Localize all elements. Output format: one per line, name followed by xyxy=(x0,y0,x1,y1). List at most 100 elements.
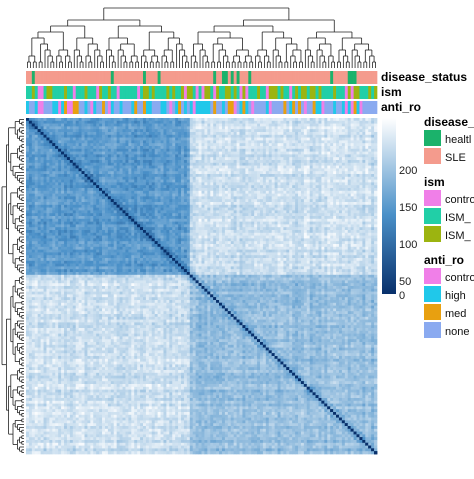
annotation-cell-disease-status xyxy=(319,71,322,84)
heatmap-cell xyxy=(123,146,126,149)
heatmap-cell xyxy=(44,247,47,250)
heatmap-cell xyxy=(26,252,29,255)
heatmap-cell xyxy=(73,303,76,306)
heatmap-cell xyxy=(292,163,295,166)
heatmap-cell xyxy=(204,135,207,138)
heatmap-cell xyxy=(46,146,49,149)
heatmap-cell xyxy=(207,118,210,121)
heatmap-cell xyxy=(32,429,35,432)
heatmap-cell xyxy=(316,160,319,163)
heatmap-cell xyxy=(339,126,342,129)
heatmap-cell xyxy=(38,278,41,281)
heatmap-cell xyxy=(26,168,29,171)
heatmap-cell xyxy=(46,149,49,152)
heatmap-cell xyxy=(222,143,225,146)
heatmap-cell xyxy=(55,339,58,342)
heatmap-cell xyxy=(82,132,85,135)
annotation-cell-disease-status xyxy=(242,71,245,84)
heatmap-cell xyxy=(260,135,263,138)
annotation-cell-anti-ro xyxy=(120,101,123,114)
annotation-cell-ism xyxy=(55,86,58,99)
heatmap-cell xyxy=(67,205,70,208)
heatmap-cell xyxy=(67,317,70,320)
annotation-cell-disease-status xyxy=(351,71,354,84)
heatmap-cell xyxy=(85,160,88,163)
heatmap-cell xyxy=(46,348,49,351)
heatmap-cell xyxy=(73,314,76,317)
heatmap-cell xyxy=(166,121,169,124)
heatmap-cell xyxy=(242,152,245,155)
heatmap-cell xyxy=(52,163,55,166)
heatmap-cell xyxy=(178,163,181,166)
heatmap-cell xyxy=(301,124,304,127)
heatmap-cell xyxy=(49,432,52,435)
heatmap-cell xyxy=(55,146,58,149)
heatmap-cell xyxy=(58,196,61,199)
heatmap-cell xyxy=(61,384,64,387)
heatmap-cell xyxy=(76,306,79,309)
annotation-cell-ism xyxy=(316,86,319,99)
heatmap-cell xyxy=(26,244,29,247)
heatmap-cell xyxy=(67,188,70,191)
heatmap-cell xyxy=(99,132,102,135)
heatmap-cell xyxy=(210,124,213,127)
heatmap-cell xyxy=(149,160,152,163)
heatmap-cell xyxy=(29,163,32,166)
heatmap-cell xyxy=(143,124,146,127)
heatmap-cell xyxy=(46,280,49,283)
heatmap-cell xyxy=(222,152,225,155)
heatmap-cell xyxy=(321,149,324,152)
heatmap-cell xyxy=(196,138,199,141)
heatmap-cell xyxy=(254,160,257,163)
heatmap-cell xyxy=(213,129,216,132)
heatmap-cell xyxy=(216,149,219,152)
heatmap-cell xyxy=(263,126,266,129)
heatmap-cell xyxy=(41,255,44,258)
heatmap-cell xyxy=(272,126,275,129)
annotation-cell-ism xyxy=(234,86,237,99)
heatmap-cell xyxy=(52,182,55,185)
heatmap-cell xyxy=(70,135,73,138)
heatmap-cell xyxy=(289,118,292,121)
annotation-cell-anti-ro xyxy=(310,101,313,114)
heatmap-cell xyxy=(44,177,47,180)
heatmap-cell xyxy=(234,157,237,160)
annotation-cell-anti-ro xyxy=(175,101,178,114)
heatmap-cell xyxy=(354,124,357,127)
annotation-cell-disease-status xyxy=(178,71,181,84)
heatmap-cell xyxy=(44,138,47,141)
heatmap-cell xyxy=(26,255,29,258)
heatmap-cell xyxy=(73,325,76,328)
heatmap-cell xyxy=(204,140,207,143)
annotation-cell-ism xyxy=(193,86,196,99)
heatmap-cell xyxy=(134,126,137,129)
heatmap-cell xyxy=(202,143,205,146)
heatmap-cell xyxy=(327,138,330,141)
heatmap-cell xyxy=(35,381,38,384)
heatmap-cell xyxy=(178,129,181,132)
heatmap-cell xyxy=(330,143,333,146)
heatmap-cell xyxy=(108,138,111,141)
heatmap-cell xyxy=(26,154,29,157)
heatmap-cell xyxy=(295,140,298,143)
annotation-cell-disease-status xyxy=(260,71,263,84)
heatmap-cell xyxy=(275,163,278,166)
annotation-cell-ism xyxy=(222,86,225,99)
heatmap-cell xyxy=(55,163,58,166)
heatmap-cell xyxy=(321,126,324,129)
heatmap-cell xyxy=(310,138,313,141)
heatmap-cell xyxy=(73,219,76,222)
heatmap-cell xyxy=(204,149,207,152)
annotation-cell-ism xyxy=(301,86,304,99)
heatmap-cell xyxy=(32,322,35,325)
heatmap-cell xyxy=(79,129,82,132)
heatmap-cell xyxy=(58,124,61,127)
heatmap-cell xyxy=(289,143,292,146)
heatmap-cell xyxy=(254,138,257,141)
heatmap-cell xyxy=(90,154,93,157)
heatmap-cell xyxy=(336,149,339,152)
heatmap-cell xyxy=(345,129,348,132)
heatmap-cell xyxy=(289,163,292,166)
heatmap-cell xyxy=(52,255,55,258)
heatmap-cell xyxy=(41,280,44,283)
